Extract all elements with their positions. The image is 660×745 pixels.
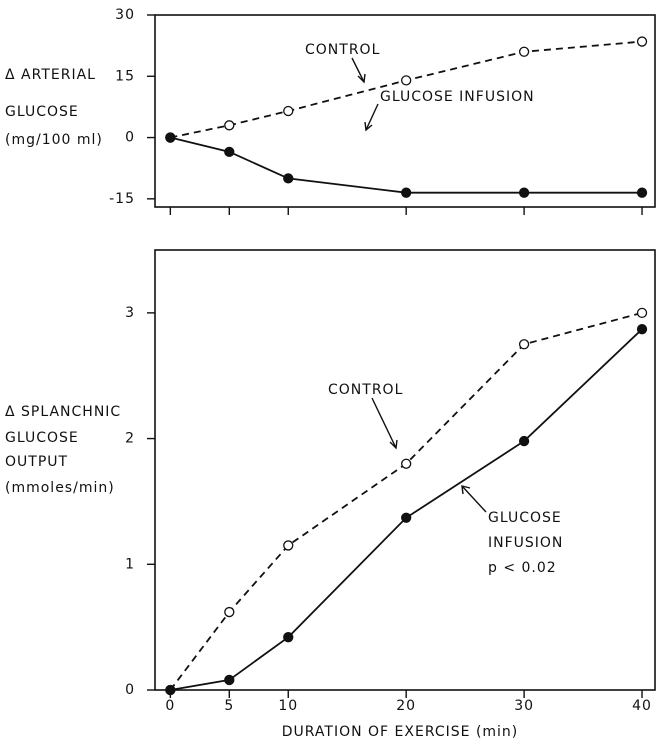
data-point: [224, 120, 235, 131]
x-tick-label: 20: [396, 698, 416, 714]
series-line: [169, 311, 643, 691]
arrow: [351, 57, 365, 83]
data-point: [636, 324, 648, 335]
y-axis-label: Δ ARTERIAL: [5, 67, 96, 83]
arrow-head: [461, 485, 471, 495]
data-point: [165, 684, 176, 696]
y-tick-label: 0: [125, 130, 135, 146]
data-point: [283, 105, 294, 117]
annotation: GLUCOSE: [488, 510, 562, 526]
y-tick-label: 3: [125, 305, 135, 321]
y-axis-label: Δ SPLANCHNIC: [5, 404, 121, 420]
data-point: [165, 132, 176, 143]
series-label: GLUCOSE INFUSION: [380, 89, 535, 105]
data-point: [224, 146, 235, 158]
plot-frame: [154, 14, 656, 208]
arrows: [351, 57, 487, 513]
series-line: [170, 136, 643, 194]
y-tick-label: -15: [109, 191, 135, 207]
data-point: [224, 606, 235, 618]
data-point: [518, 339, 530, 350]
data-point: [401, 458, 412, 469]
y-tick-label: 30: [115, 7, 135, 23]
x-tick-label: 10: [278, 698, 298, 714]
series-line: [170, 328, 643, 691]
data-point: [518, 46, 530, 57]
data-point: [283, 173, 294, 184]
series-label: CONTROL: [328, 382, 403, 398]
data-point: [283, 540, 294, 551]
arrow: [461, 485, 487, 513]
data-point: [636, 187, 648, 198]
data-point: [401, 187, 412, 198]
y-axis-label: GLUCOSE: [5, 104, 79, 120]
data-point: [518, 435, 530, 447]
y-tick-label: 0: [125, 682, 135, 698]
x-tick-label: 5: [224, 698, 234, 714]
series-line: [170, 40, 643, 139]
data-point: [224, 674, 235, 686]
annotation: p < 0.02: [488, 560, 557, 576]
x-tick-label: 30: [514, 698, 534, 714]
arrow-head: [364, 121, 373, 132]
x-tick-label: 0: [165, 698, 175, 714]
y-tick-label: 1: [125, 556, 135, 572]
data-point: [518, 187, 530, 198]
y-axis-label: OUTPUT: [5, 454, 68, 470]
arrow: [365, 103, 379, 131]
data-point: [401, 75, 412, 86]
y-tick-label: 15: [115, 68, 135, 84]
y-tick-label: 2: [125, 431, 135, 447]
plot-frame: [154, 249, 656, 691]
data-point: [636, 36, 648, 47]
annotation: INFUSION: [488, 535, 563, 551]
x-axis-label: DURATION OF EXERCISE (min): [282, 724, 519, 740]
arrow-head: [389, 439, 398, 450]
arrow: [371, 397, 397, 449]
y-axis-label: GLUCOSE: [5, 430, 79, 446]
data-point: [401, 512, 412, 523]
x-tick-label: 40: [632, 698, 652, 714]
data-point: [636, 307, 648, 319]
series-label: CONTROL: [305, 42, 380, 58]
y-axis-label: (mg/100 ml): [5, 132, 103, 148]
arrow-head: [357, 73, 366, 84]
data-point: [283, 632, 294, 643]
y-axis-label: (mmoles/min): [5, 480, 115, 496]
